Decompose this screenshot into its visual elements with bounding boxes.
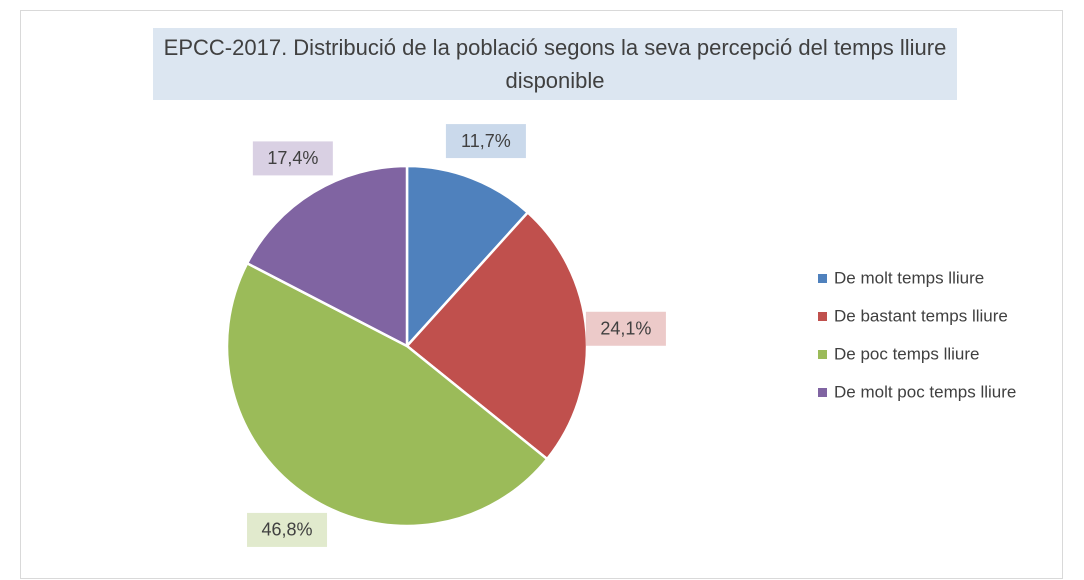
pie-slice bbox=[405, 210, 589, 461]
data-label-box bbox=[585, 311, 666, 346]
legend-swatch bbox=[818, 312, 827, 321]
data-label: 17,4% bbox=[267, 148, 318, 168]
data-label-box bbox=[252, 141, 333, 176]
legend-label: De bastant temps lliure bbox=[834, 306, 1008, 325]
pie-slice bbox=[245, 164, 409, 349]
legend-label: De molt temps lliure bbox=[834, 268, 984, 287]
legend-swatch bbox=[818, 350, 827, 359]
data-label: 24,1% bbox=[600, 319, 651, 339]
data-label: 46,8% bbox=[261, 520, 312, 540]
pie-slice bbox=[405, 164, 530, 350]
data-label: 11,7% bbox=[461, 131, 511, 151]
legend-swatch bbox=[818, 388, 827, 397]
legend-label: De molt poc temps lliure bbox=[834, 382, 1016, 401]
legend-label: De poc temps lliure bbox=[834, 344, 980, 363]
chart-title: EPCC-2017. Distribució de la població se… bbox=[153, 28, 957, 100]
chart-frame bbox=[20, 10, 1063, 579]
data-label-box bbox=[445, 124, 526, 159]
data-label-box bbox=[247, 512, 328, 547]
pie-slice bbox=[225, 261, 549, 528]
legend-swatch bbox=[818, 274, 827, 283]
